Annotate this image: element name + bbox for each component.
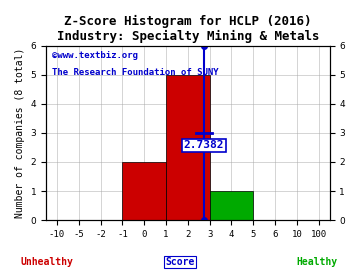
Bar: [210, 191, 253, 220]
Text: Score: Score: [165, 257, 195, 267]
Text: Unhealthy: Unhealthy: [21, 257, 73, 267]
Text: 2.7382: 2.7382: [184, 140, 224, 150]
Text: The Research Foundation of SUNY: The Research Foundation of SUNY: [52, 68, 218, 77]
Y-axis label: Number of companies (8 total): Number of companies (8 total): [15, 48, 25, 218]
Text: Healthy: Healthy: [296, 257, 337, 267]
Bar: [122, 162, 166, 220]
Text: ©www.textbiz.org: ©www.textbiz.org: [52, 51, 138, 60]
Bar: [166, 75, 210, 220]
Title: Z-Score Histogram for HCLP (2016)
Industry: Specialty Mining & Metals: Z-Score Histogram for HCLP (2016) Indust…: [57, 15, 319, 43]
